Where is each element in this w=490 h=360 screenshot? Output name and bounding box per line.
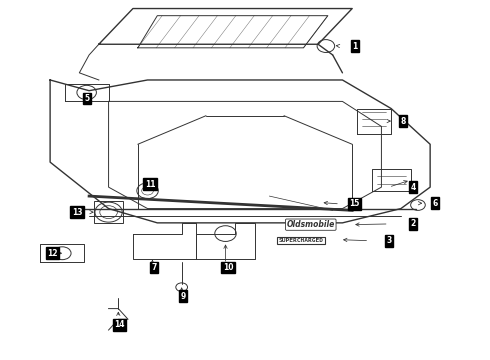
Text: 11: 11 [145,180,155,189]
Text: Oldsmobile: Oldsmobile [287,220,335,229]
Text: 7: 7 [151,263,157,272]
Text: 2: 2 [411,220,416,229]
Text: 5: 5 [84,94,89,103]
Bar [94,202,123,223]
Text: 4: 4 [411,183,416,192]
Text: 9: 9 [180,292,186,301]
Text: SUPERCHARGED: SUPERCHARGED [278,238,323,243]
Text: 3: 3 [386,236,392,245]
Text: 6: 6 [432,199,438,208]
Text: 14: 14 [115,320,125,329]
Text: 12: 12 [48,249,58,258]
Text: 1: 1 [352,41,357,50]
Text: 15: 15 [349,199,360,208]
Text: 8: 8 [401,117,406,126]
Text: 10: 10 [222,263,233,272]
Text: 13: 13 [72,208,82,217]
